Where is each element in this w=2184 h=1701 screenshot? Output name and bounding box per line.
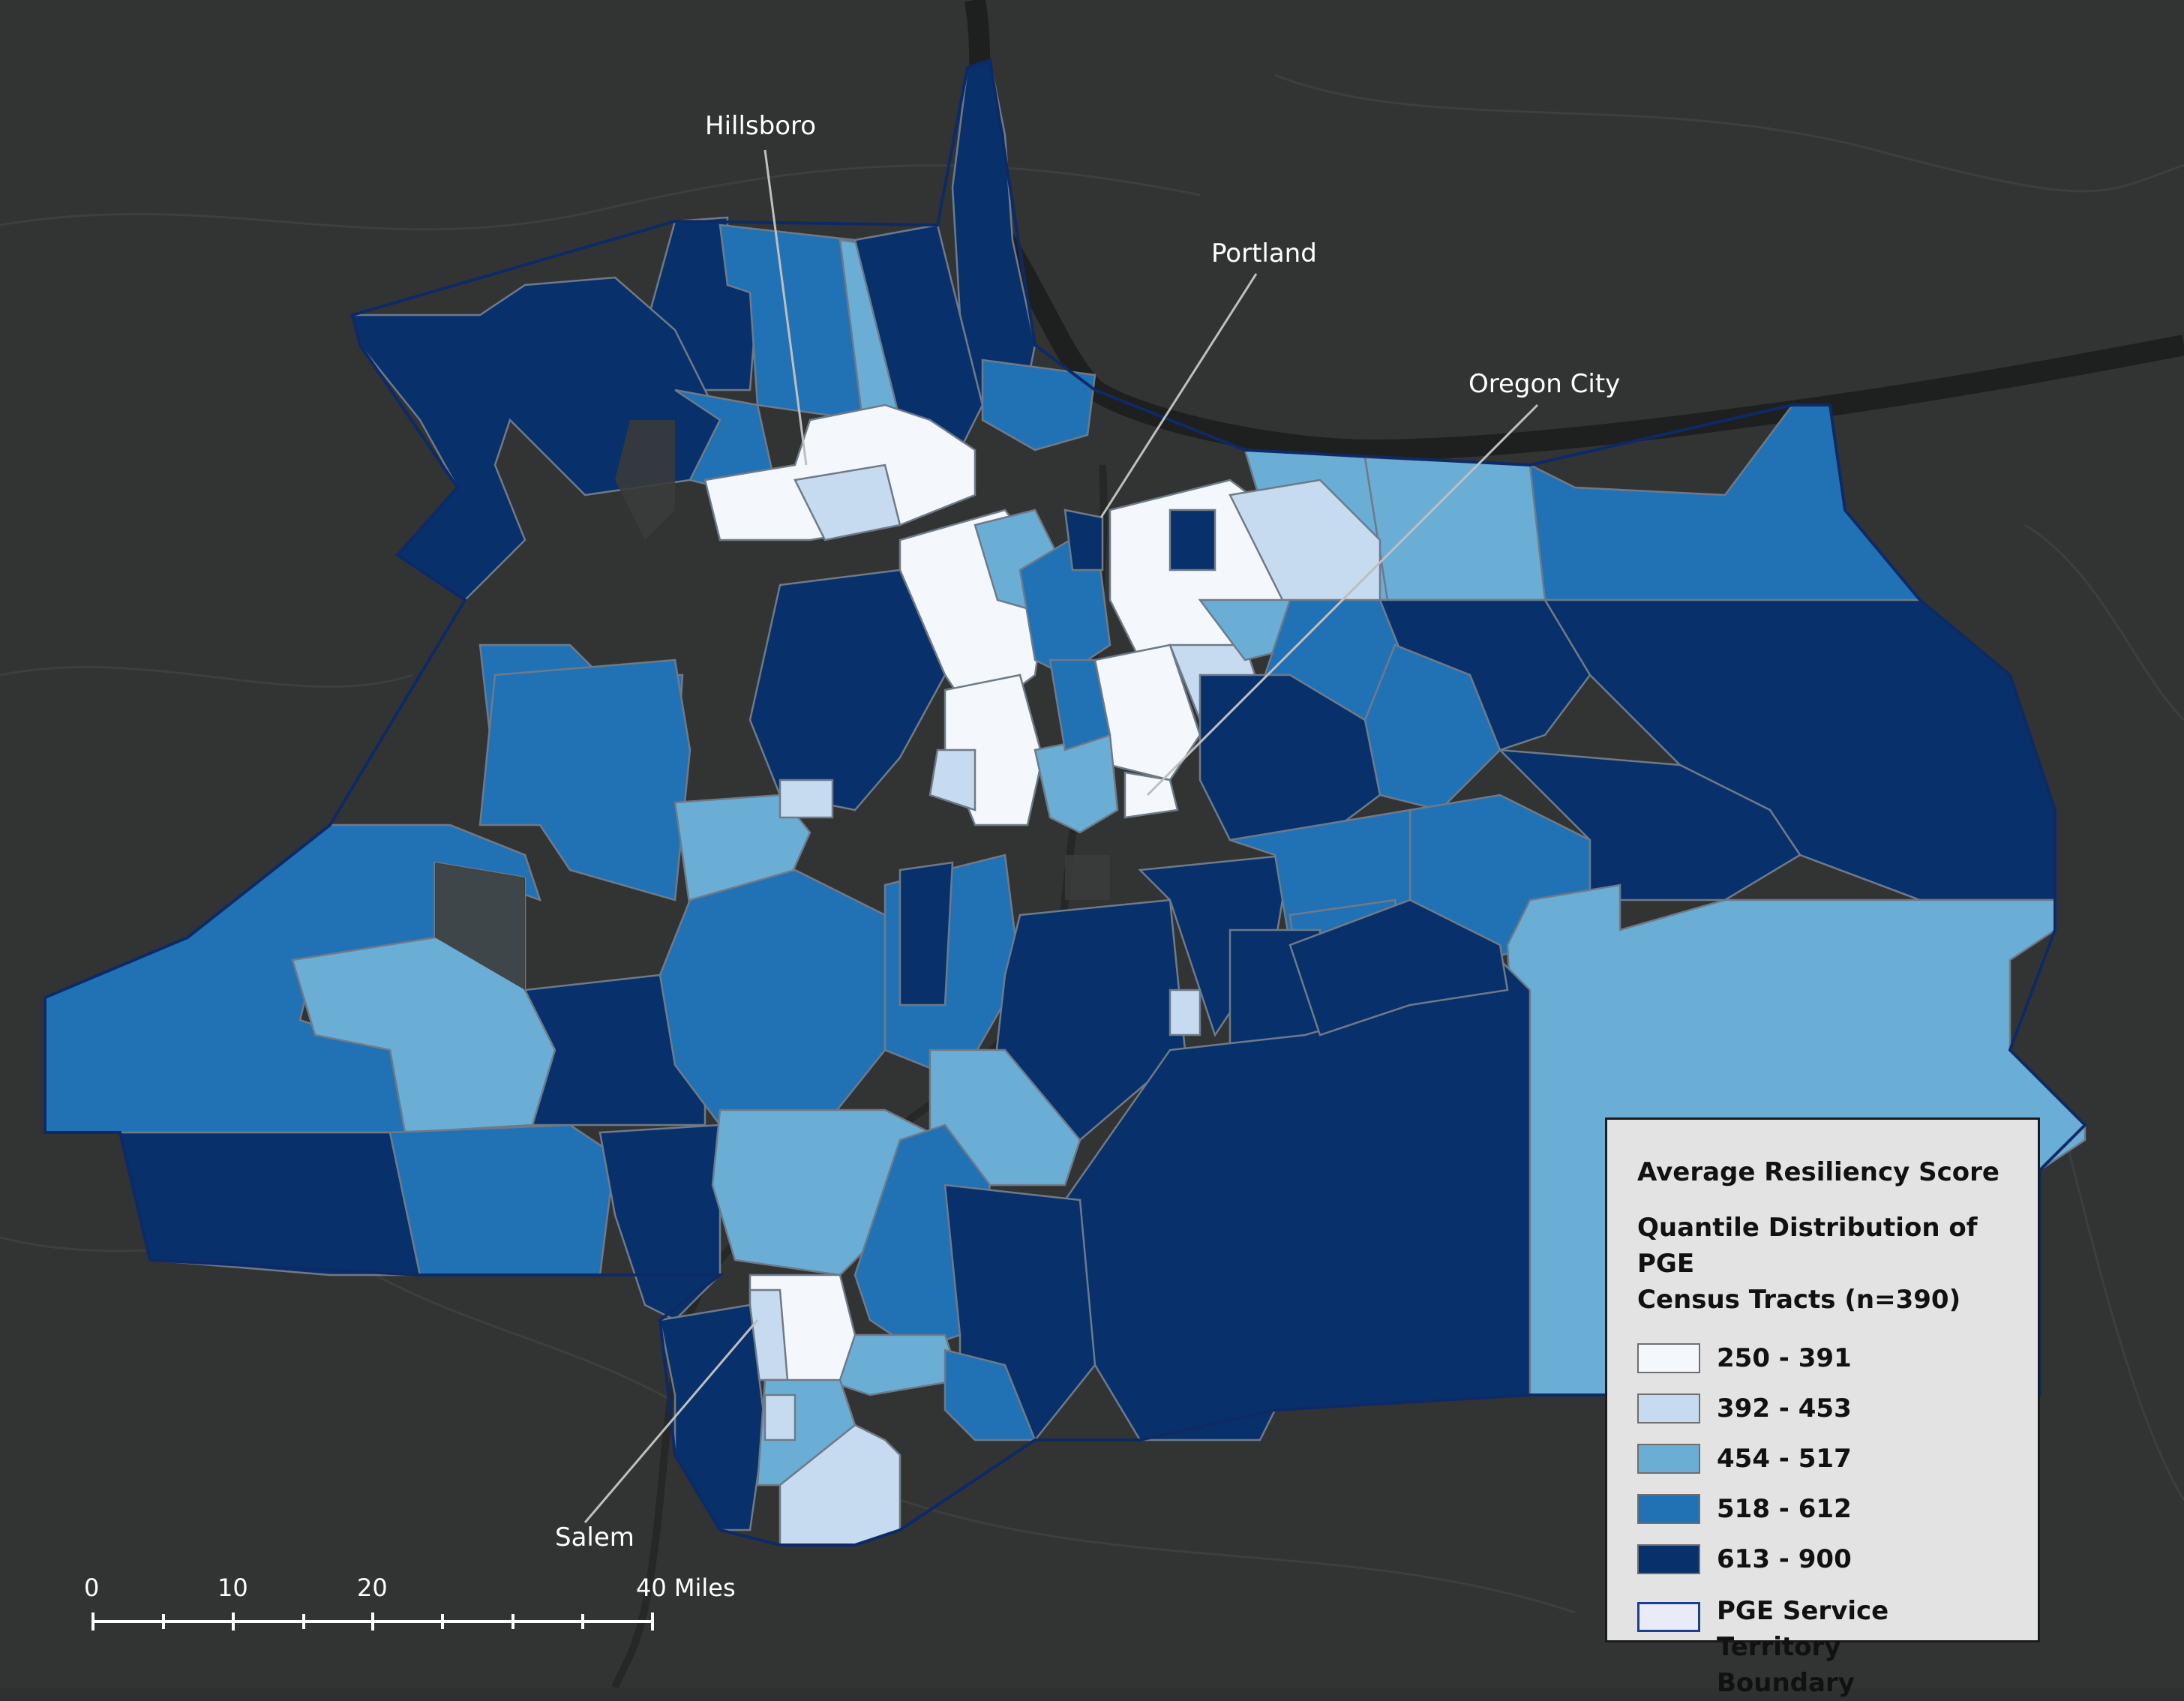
tract-sw-dark-1 [118, 1131, 422, 1276]
tract-metro-central-b [1064, 508, 1104, 572]
basemap-urban-patches [435, 420, 1110, 990]
scale-label-10: 10 [218, 1574, 248, 1602]
tract-west-far [351, 276, 722, 602]
legend-subtitle-line1: Quantile Distribution of PGE [1637, 1213, 1978, 1279]
legend-item: 250 - 391 [1637, 1333, 2011, 1383]
city-leader-lines [584, 149, 1539, 1523]
legend-item-label: 392 - 453 [1717, 1393, 1852, 1424]
legend-item: 392 - 453 [1637, 1383, 2011, 1433]
legend-boundary-label: PGE Service Territory Boundary [1717, 1593, 2011, 1701]
pge-service-territory [44, 58, 2086, 1546]
tract-nw-hills [981, 358, 1096, 452]
legend-item-label: 613 - 900 [1717, 1544, 1852, 1574]
legend-swatch [1637, 1544, 1700, 1574]
leader-hillsboro [764, 149, 808, 466]
tract-east-dark-4 [1497, 748, 1802, 902]
tract-metro-hillsboro-b [794, 464, 902, 542]
tract-sc-light-2 [1168, 988, 1202, 1036]
city-label-hillsboro: Hillsboro [705, 111, 817, 141]
scale-label-0: 0 [84, 1574, 100, 1602]
tract-metro-south-b [1048, 658, 1112, 752]
legend-item-label: 250 - 391 [1717, 1342, 1852, 1373]
city-label-portland: Portland [1211, 238, 1317, 268]
legend-subtitle: Quantile Distribution of PGE Census Trac… [1637, 1210, 2011, 1318]
legend-swatch [1637, 1393, 1700, 1424]
legend-boundary-line2: Boundary [1717, 1668, 1855, 1698]
tract-metro-east-b [1228, 478, 1382, 616]
tract-south-light [778, 778, 834, 819]
tract-salem-pale-2 [764, 1394, 796, 1442]
map-legend: Average Resiliency Score Quantile Distri… [1605, 1118, 2040, 1698]
tract-nw-4 [854, 224, 984, 452]
leader-oregon-city [1146, 404, 1539, 796]
leader-portland [1100, 273, 1258, 518]
city-label-oregon-city: Oregon City [1468, 369, 1621, 399]
legend-swatch [1637, 1443, 1700, 1474]
tract-sw-blue-2 [388, 1124, 616, 1276]
tract-east-dark-3 [1198, 674, 1382, 842]
legend-subtitle-line2: Census Tracts (n=390) [1637, 1285, 1961, 1315]
pge-territory-outline [44, 58, 2087, 1546]
legend-swatch-boundary [1637, 1602, 1700, 1632]
tract-salem-blue-2 [944, 1348, 1036, 1442]
city-label-salem: Salem [555, 1522, 634, 1552]
leader-salem [584, 1319, 759, 1523]
tract-central-5b [898, 861, 954, 1006]
legend-item-boundary: PGE Service Territory Boundary [1637, 1593, 2011, 1701]
legend-swatch [1637, 1493, 1700, 1524]
legend-title: Average Resiliency Score [1637, 1157, 2000, 1187]
legend-item: 454 - 517 [1637, 1433, 2011, 1484]
tract-oregon-city [1124, 771, 1179, 819]
scale-label-20: 20 [357, 1574, 388, 1602]
tract-central-west-3 [658, 868, 886, 1126]
legend-item: 613 - 900 [1637, 1534, 2011, 1584]
tract-metro-sw-b [928, 748, 976, 812]
legend-swatch [1637, 1342, 1700, 1373]
tract-se-dark-mid [1288, 898, 1509, 1036]
scale-label-40-miles: 40 Miles [636, 1574, 736, 1602]
tract-east-columbia [1364, 456, 1546, 602]
tract-metro-east-c [1168, 508, 1216, 572]
legend-item: 518 - 612 [1637, 1484, 2011, 1534]
legend-boundary-line1: PGE Service Territory [1717, 1596, 1889, 1662]
legend-item-label: 518 - 612 [1717, 1493, 1852, 1524]
tract-central-west-1 [478, 658, 692, 902]
legend-item-label: 454 - 517 [1717, 1443, 1852, 1474]
